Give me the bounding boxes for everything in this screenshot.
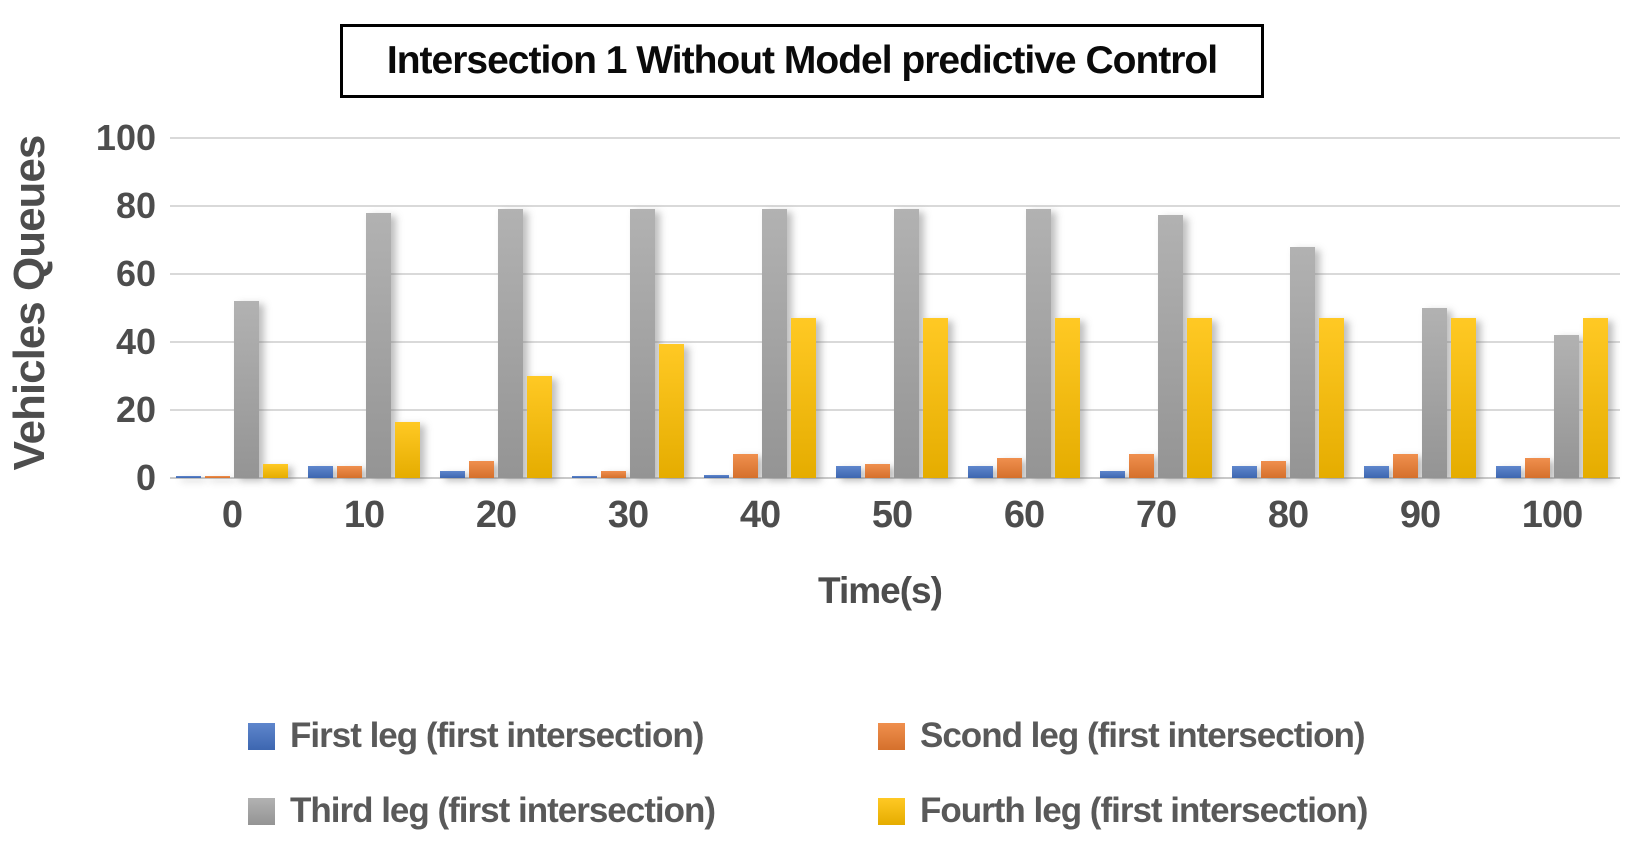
bar-series1-t90 [1364,466,1389,478]
bar-series3-t40 [762,209,787,478]
bar-series4-t100 [1583,318,1608,478]
bar-series4-t60 [1055,318,1080,478]
x-axis-title: Time(s) [818,570,943,611]
bar-series1-t0 [176,476,201,478]
gridline-y80 [170,205,1620,207]
x-tick-label: 30 [607,494,649,536]
legend-swatch-icon [248,797,275,825]
legend-swatch-icon [878,722,905,750]
y-tick-label: 60 [115,253,156,294]
x-tick-label: 20 [475,494,517,536]
bar-series1-t10 [308,466,333,478]
x-tick-label: 80 [1267,494,1309,536]
bar-series2-t30 [601,471,626,478]
bar-series3-t70 [1158,214,1183,478]
bar-series2-t100 [1525,457,1550,478]
bar-series2-t40 [733,454,758,478]
gridline-y0 [170,477,1620,479]
bar-series4-t80 [1319,318,1344,478]
bar-series1-t80 [1232,466,1257,478]
chart-title: Intersection 1 Without Model predictive … [386,39,1218,82]
bar-series1-t60 [968,466,993,478]
x-tick-label: 90 [1399,494,1441,536]
legend-item-3: Third leg (first intersection) [248,791,716,831]
bar-series3-t30 [630,209,655,478]
y-tick-label: 40 [115,321,156,362]
x-tick-label: 0 [221,494,243,536]
bar-series2-t90 [1393,454,1418,478]
bar-series2-t60 [997,457,1022,478]
y-tick-label: 80 [115,185,156,226]
bar-series3-t10 [366,212,391,478]
x-tick-label: 60 [1003,494,1045,536]
bar-series4-t0 [263,464,288,478]
y-tick-label: 20 [115,389,156,430]
legend-item-1: First leg (first intersection) [248,716,704,756]
bar-series4-t90 [1451,318,1476,478]
bar-series4-t70 [1187,318,1212,478]
bar-series4-t30 [659,343,684,478]
legend-item-2: Scond leg (first intersection) [878,716,1365,756]
bar-series4-t10 [395,421,420,478]
legend-label: Fourth leg (first intersection) [920,791,1368,830]
bar-series1-t30 [572,476,597,478]
bar-series3-t60 [1026,209,1051,478]
x-tick-label: 100 [1521,494,1583,536]
bar-series4-t20 [527,376,552,478]
x-tick-label: 50 [871,494,913,536]
legend-label: First leg (first intersection) [290,716,704,755]
bar-series3-t20 [498,209,523,478]
chart-title-box: Intersection 1 Without Model predictive … [340,24,1264,98]
legend-label: Scond leg (first intersection) [920,716,1365,755]
y-tick-label: 0 [135,457,156,498]
bar-series1-t70 [1100,471,1125,478]
bar-series4-t40 [791,318,816,478]
bar-series1-t100 [1496,466,1521,478]
bar-series4-t50 [923,318,948,478]
legend-item-4: Fourth leg (first intersection) [878,791,1368,831]
bar-series2-t0 [205,476,230,478]
bar-series3-t50 [894,209,919,478]
x-tick-label: 10 [343,494,385,536]
bar-series2-t80 [1261,461,1286,478]
bar-series2-t70 [1129,454,1154,478]
legend-swatch-icon [878,797,905,825]
bar-series1-t50 [836,466,861,478]
bar-series2-t50 [865,464,890,478]
bar-series3-t80 [1290,246,1315,478]
gridline-y100 [170,137,1620,139]
bar-series3-t100 [1554,335,1579,478]
bar-series2-t20 [469,461,494,478]
bar-series3-t0 [234,301,259,478]
bar-series1-t40 [704,474,729,478]
bar-series2-t10 [337,466,362,478]
legend-label: Third leg (first intersection) [290,791,716,830]
x-tick-label: 40 [739,494,781,536]
bar-series3-t90 [1422,308,1447,478]
bar-series1-t20 [440,471,465,478]
x-tick-label: 70 [1135,494,1177,536]
y-tick-label: 100 [95,117,156,158]
y-axis-title: Vehicles Queues [5,135,54,471]
legend-swatch-icon [248,722,275,750]
